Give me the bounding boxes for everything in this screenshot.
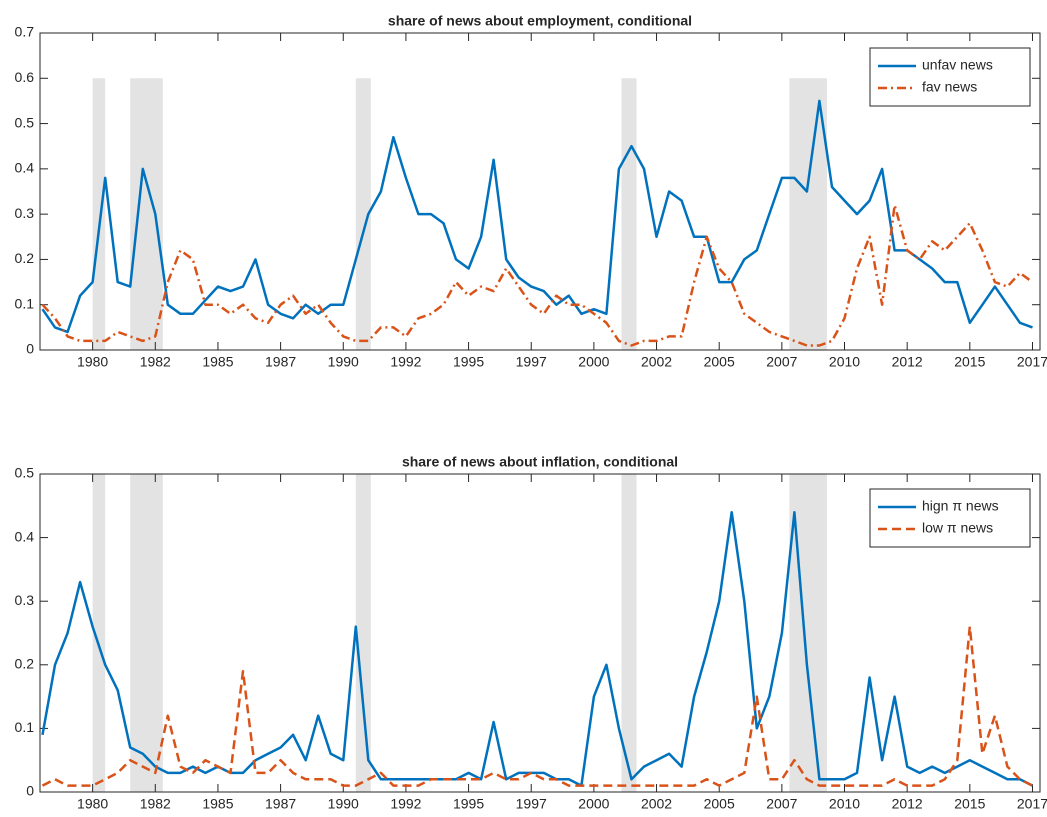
recession-shade <box>130 78 163 351</box>
y-tick-label: 0.7 <box>15 24 35 40</box>
recession-shade <box>621 78 637 351</box>
recession-shade <box>621 474 637 792</box>
legend-box <box>869 47 1031 107</box>
x-tick-label: 1990 <box>328 796 359 812</box>
x-tick-label: 2017 <box>1017 796 1047 812</box>
x-tick-label: 2010 <box>829 354 860 370</box>
y-tick-label: 0.2 <box>15 656 35 672</box>
series-line <box>41 99 1033 334</box>
y-tick-label: 0.6 <box>15 69 35 85</box>
x-tick-label: 2015 <box>954 796 985 812</box>
x-tick-label: 1995 <box>453 354 484 370</box>
legend-label: fav news <box>922 79 977 95</box>
x-tick-label: 2000 <box>578 796 609 812</box>
legend-label: low π news <box>922 520 993 536</box>
legend-label: hign π news <box>922 498 999 514</box>
x-tick-label: 1980 <box>77 796 108 812</box>
chart-title: share of news about inflation, condition… <box>402 454 678 470</box>
x-tick-label: 2015 <box>954 354 985 370</box>
axes-box <box>39 473 1041 793</box>
y-tick-label: 0.5 <box>15 465 35 481</box>
x-tick-label: 1992 <box>390 354 421 370</box>
x-tick-label: 1980 <box>77 354 108 370</box>
x-tick-label: 2007 <box>766 796 797 812</box>
legend-box <box>869 488 1031 548</box>
series-line <box>41 203 1034 347</box>
x-tick-label: 2017 <box>1017 354 1047 370</box>
y-tick-label: 0 <box>26 341 34 357</box>
x-tick-label: 1995 <box>453 796 484 812</box>
legend-label: unfav news <box>922 57 993 73</box>
axes-box <box>39 32 1041 351</box>
chart-title: share of news about employment, conditio… <box>388 13 692 29</box>
x-tick-label: 1997 <box>516 354 547 370</box>
y-tick-label: 0.2 <box>15 250 35 266</box>
series-line <box>41 510 1034 787</box>
y-tick-label: 0.1 <box>15 295 35 311</box>
x-tick-label: 1992 <box>390 796 421 812</box>
x-tick-label: 1985 <box>202 354 233 370</box>
x-tick-label: 2002 <box>641 796 672 812</box>
y-tick-label: 0.4 <box>15 160 35 176</box>
x-tick-label: 1997 <box>516 796 547 812</box>
recession-shade <box>355 474 371 792</box>
x-tick-label: 2000 <box>578 354 609 370</box>
x-tick-label: 2005 <box>704 354 735 370</box>
x-tick-label: 2002 <box>641 354 672 370</box>
x-tick-label: 1985 <box>202 796 233 812</box>
x-tick-label: 1982 <box>140 354 171 370</box>
y-tick-label: 0 <box>26 783 34 799</box>
x-tick-label: 1982 <box>140 796 171 812</box>
recession-shade <box>130 474 163 792</box>
x-tick-label: 2010 <box>829 796 860 812</box>
series-line <box>41 625 1034 787</box>
x-tick-label: 1990 <box>328 354 359 370</box>
recession-shade <box>789 78 827 351</box>
x-tick-label: 2007 <box>766 354 797 370</box>
y-tick-label: 0.3 <box>15 592 35 608</box>
recession-shade <box>355 78 371 351</box>
x-tick-label: 2012 <box>892 796 923 812</box>
x-tick-label: 2005 <box>704 796 735 812</box>
y-tick-label: 0.4 <box>15 528 35 544</box>
y-tick-label: 0.1 <box>15 719 35 735</box>
recession-shade <box>92 474 106 792</box>
y-tick-label: 0.3 <box>15 205 35 221</box>
x-tick-label: 2012 <box>892 354 923 370</box>
recession-shade <box>92 78 106 351</box>
x-tick-label: 1987 <box>265 796 296 812</box>
y-tick-label: 0.5 <box>15 114 35 130</box>
x-tick-label: 1987 <box>265 354 296 370</box>
